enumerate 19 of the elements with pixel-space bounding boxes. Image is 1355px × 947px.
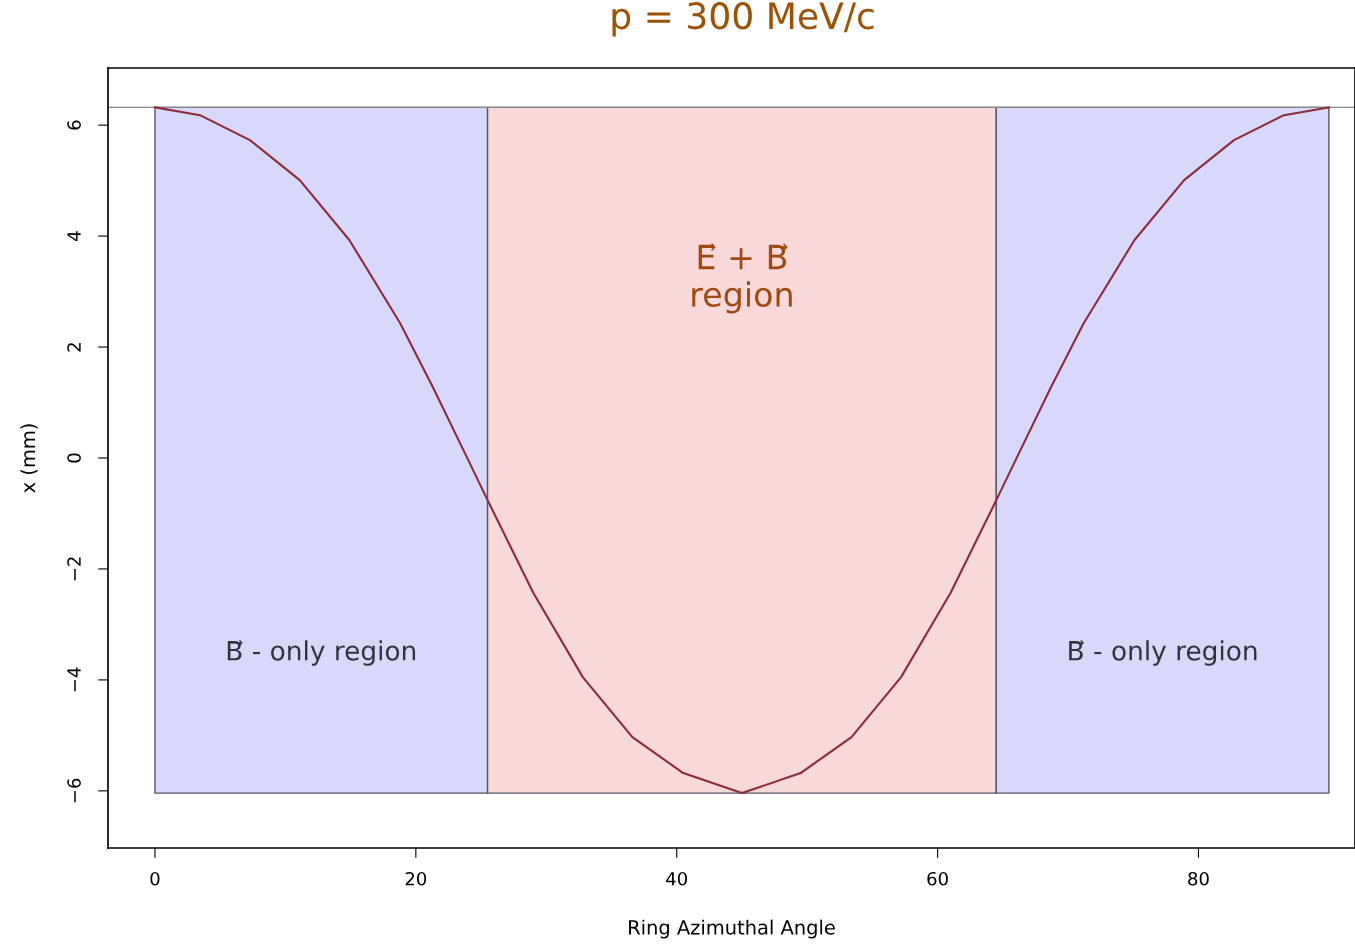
x-tick-label: 60 bbox=[927, 871, 948, 886]
y-tick-label: −2 bbox=[67, 557, 81, 581]
y-tick-label: 6 bbox=[67, 120, 81, 130]
y-tick-label: −6 bbox=[67, 778, 81, 803]
y-axis-title: x (mm) bbox=[20, 424, 38, 493]
band-label: E⃗ + B⃗ region bbox=[692, 243, 792, 314]
band-label: B⃗ - only region bbox=[1069, 640, 1257, 666]
x-tick-label: 40 bbox=[666, 871, 687, 886]
y-tick-label: 4 bbox=[67, 231, 81, 241]
x-tick-label: 80 bbox=[1188, 871, 1209, 886]
y-tick-label: 2 bbox=[67, 343, 81, 352]
chart-title: p = 300 MeV/c bbox=[612, 2, 874, 37]
y-tick-label: −4 bbox=[67, 667, 81, 692]
x-axis-title: Ring Azimuthal Angle bbox=[629, 919, 835, 939]
x-tick-label: 20 bbox=[405, 871, 427, 886]
band-label: B⃗ - only region bbox=[227, 640, 416, 666]
line-series bbox=[153, 106, 1330, 795]
y-tick-label: 0 bbox=[67, 453, 81, 463]
x-tick-label: 0 bbox=[150, 871, 160, 886]
